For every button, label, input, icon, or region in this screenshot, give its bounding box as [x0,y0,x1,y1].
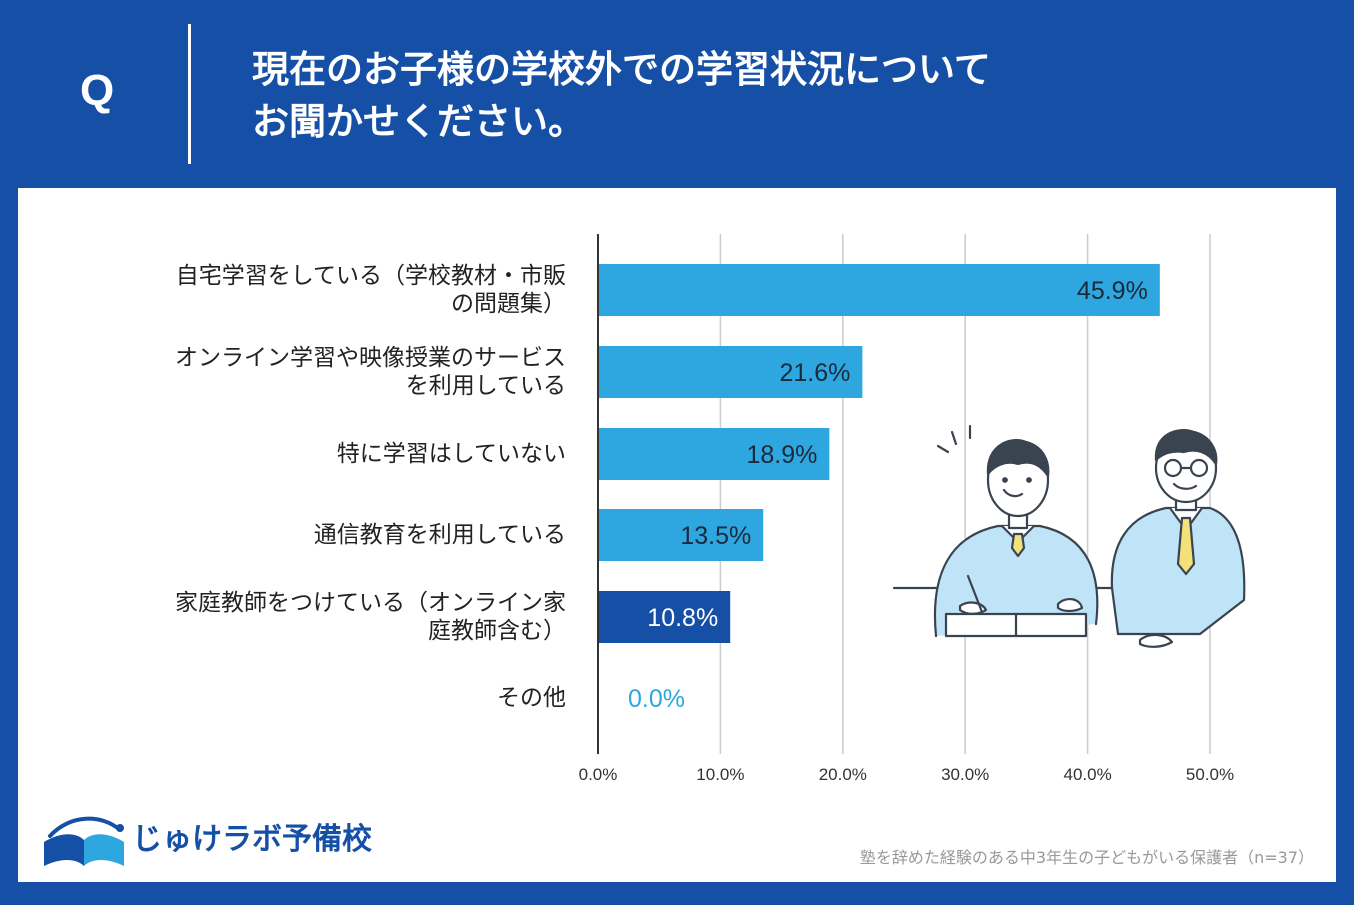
category-label-line: の問題集） [451,291,566,317]
x-tick-label: 20.0% [819,765,867,784]
data-label: 18.9% [746,441,817,469]
category-label: その他 [497,684,566,712]
bar [598,509,764,561]
category-label: 通信教育を利用している [314,521,566,549]
bar [598,591,731,643]
category-label: 家庭教師をつけている（オンライン家 庭教師含む） [175,589,566,645]
bar [598,428,830,480]
x-tick-label: 50.0% [1186,765,1234,784]
category-label: 特に学習はしていない [337,440,566,468]
book-logo-icon [44,816,124,866]
q-label: Q [80,66,115,115]
category-label-line: 家庭教師をつけている（オンライン家 [175,590,566,616]
question-text: 現在のお子様の学校外での学習状況について お聞かせください。 [252,44,1312,148]
data-label: 45.9% [1077,277,1148,305]
category-label-line: 特に学習はしていない [336,441,566,467]
category-label-line: オンライン学習や映像授業のサービス [175,345,566,371]
bar [598,346,863,398]
x-tick-label: 40.0% [1063,765,1111,784]
category-label-line: を利用している [405,373,566,399]
category-label: オンライン学習や映像授業のサービス を利用している [175,344,566,400]
bar-chart: 0.0% 10.0% 20.0% 30.0% 40.0% 50.0% 45.9% 21.6% 1… [579,234,1234,784]
teacher-student-illustration [892,424,1246,648]
category-label-line: 自宅学習をしている（学校教材・市販 [175,263,566,289]
data-label: 0.0% [628,685,685,713]
teacher-body [1110,506,1246,636]
category-label: 自宅学習をしている（学校教材・市販 の問題集） [176,262,566,318]
category-label-line: その他 [497,685,566,711]
x-tick-label: 0.0% [579,765,618,784]
data-label: 21.6% [779,359,850,387]
header: Q 現在のお子様の学校外での学習状況について お聞かせください。 [0,0,1354,188]
sample-footnote: 塾を辞めた経験のある中3年生の子どもがいる保護者（n=37） [859,848,1314,867]
bar [598,264,1160,316]
data-label: 13.5% [680,522,751,550]
category-label-line: 通信教育を利用している [313,522,566,548]
x-tick-label: 30.0% [941,765,989,784]
category-label-line: 庭教師含む） [428,618,566,644]
question-line-2: お聞かせください。 [252,100,585,143]
header-divider [188,24,191,164]
brand-logo: じゅけラボ予備校 [40,808,380,868]
chart-panel: 0.0% 10.0% 20.0% 30.0% 40.0% 50.0% 45.9% 21.6% 1… [18,188,1336,882]
x-tick-label: 10.0% [696,765,744,784]
logo-text: じゅけラボ予備校 [132,822,372,857]
data-label: 10.8% [647,604,718,632]
question-line-1: 現在のお子様の学校外での学習状況について [252,48,991,91]
